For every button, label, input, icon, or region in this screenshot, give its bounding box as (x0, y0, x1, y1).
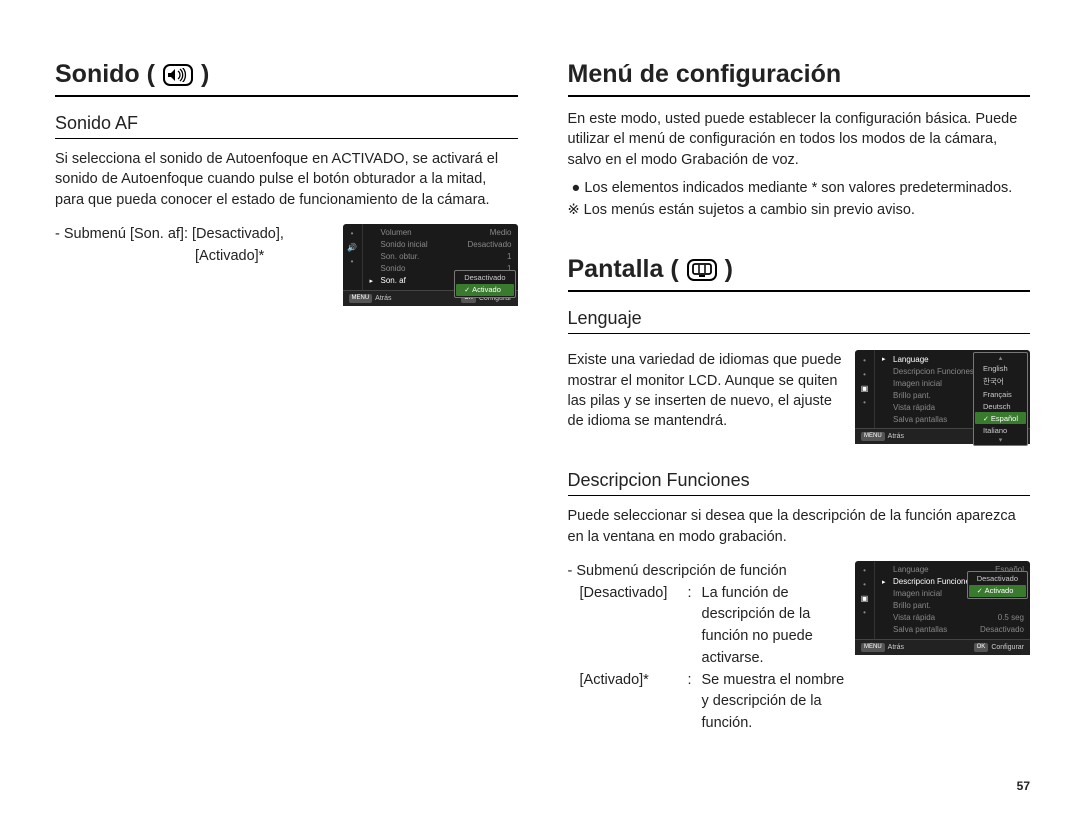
sonido-heading: Sonido ( ) (55, 60, 518, 97)
descripcion-submenu: - Submenú descripción de función [Desact… (568, 561, 846, 735)
bullet-defaults: ● Los elementos indicados mediante * son… (568, 178, 1031, 200)
monitor-tab-icon: ▣ (859, 382, 871, 394)
descripcion-row: - Submenú descripción de función [Desact… (568, 561, 1031, 735)
heading-text: Sonido ( (55, 60, 155, 89)
lcd-descripcion: • • ▣ • LanguageEspañol Descripcion Func… (855, 561, 1030, 655)
def-activado: [Activado]*: Se muestra el nombre y desc… (568, 670, 846, 735)
heading-text-close: ) (725, 255, 733, 284)
page-number: 57 (1017, 779, 1030, 793)
lcd-popup: Desactivado Activado (967, 571, 1028, 599)
config-intro: En este modo, usted puede establecer la … (568, 109, 1031, 170)
tab-icon: • (346, 228, 358, 240)
heading-text-close: ) (201, 60, 209, 89)
lcd-list: Language Descripcion Funciones Imagen in… (875, 350, 1030, 428)
left-column: Sonido ( ) Sonido AF Si selecciona el so… (55, 60, 543, 785)
lenguaje-heading: Lenguaje (568, 308, 1031, 334)
lcd-list: LanguageEspañol Descripcion Funciones Im… (875, 561, 1030, 639)
pantalla-heading: Pantalla ( ) (568, 255, 1031, 292)
lcd-tabs: • • ▣ • (855, 350, 875, 428)
submenu-text: - Submenú [Son. af]: [Desactivado], [Act… (55, 224, 333, 268)
def-desactivado: [Desactivado]: La función de descripción… (568, 583, 846, 670)
lcd-tabs: • • ▣ • (855, 561, 875, 639)
monitor-icon (687, 259, 717, 281)
lcd-sonido-af: • 🔊 • VolumenMedio Sonido inicialDesacti… (343, 224, 518, 306)
lenguaje-body: Existe una variedad de idiomas que puede… (568, 350, 846, 431)
lcd-list: VolumenMedio Sonido inicialDesactivado S… (363, 224, 518, 290)
lcd-footer: MENUAtrás OKConfigurar (855, 639, 1030, 655)
lenguaje-row: Existe una variedad de idiomas que puede… (568, 350, 1031, 444)
submenu-line1: - Submenú [Son. af]: [Desactivado], (55, 224, 333, 246)
descripcion-heading: Descripcion Funciones (568, 470, 1031, 496)
heading-text: Pantalla ( (568, 255, 679, 284)
config-heading: Menú de configuración (568, 60, 1031, 97)
right-column: Menú de configuración En este modo, uste… (543, 60, 1031, 785)
submenu-line2: [Activado]* (55, 246, 333, 268)
speaker-tab-icon: 🔊 (346, 242, 358, 254)
lcd-popup: ▴ English 한국어 Français Deutsch Español I… (973, 352, 1028, 446)
submenu-head: - Submenú descripción de función (568, 561, 846, 583)
speaker-icon (163, 64, 193, 86)
lcd-popup: Desactivado Activado (454, 270, 515, 298)
note-change: ※ Los menús están sujetos a cambio sin p… (568, 200, 1031, 222)
monitor-tab-icon: ▣ (859, 593, 871, 605)
lcd-tabs: • 🔊 • (343, 224, 363, 290)
lcd-lenguaje: • • ▣ • Language Descripcion Funciones I… (855, 350, 1030, 444)
descripcion-body: Puede seleccionar si desea que la descri… (568, 506, 1031, 547)
tab-icon: • (346, 256, 358, 268)
sonido-af-heading: Sonido AF (55, 113, 518, 139)
sonido-af-body: Si selecciona el sonido de Autoenfoque e… (55, 149, 518, 210)
submenu-row: - Submenú [Son. af]: [Desactivado], [Act… (55, 224, 518, 306)
